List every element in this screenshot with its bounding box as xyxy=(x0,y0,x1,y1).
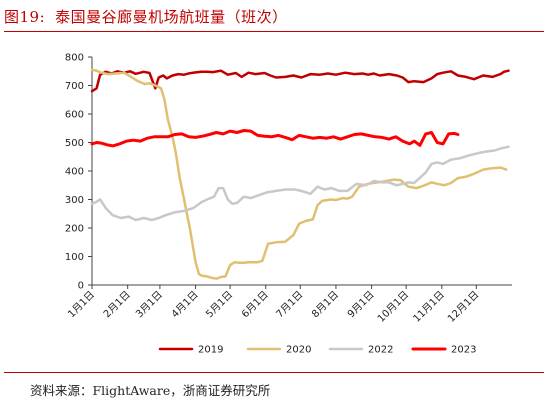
x-tick-label: 5月1日 xyxy=(204,289,236,321)
x-tick-label: 3月1日 xyxy=(133,289,165,321)
x-tick-label: 6月1日 xyxy=(239,289,271,321)
legend-label-2022: 2022 xyxy=(368,345,393,356)
legend-label-2019: 2019 xyxy=(198,345,223,356)
figure-title-text: 泰国曼谷廊曼机场航班量（班次） xyxy=(55,8,288,26)
chart-series-lines xyxy=(90,68,510,280)
y-tick-label: 400 xyxy=(65,167,84,178)
x-tick-label: 12月1日 xyxy=(445,289,481,325)
flight-volume-chart: 1月1日 2月1日 3月1日 4月1日 5月1日 6月1日 7月1日 8月1日 9月1日 10月1… xyxy=(65,53,512,356)
x-tick-label: 11月1日 xyxy=(411,289,447,325)
legend-label-2020: 2020 xyxy=(286,345,311,356)
series-line-2019 xyxy=(90,69,510,93)
title-divider xyxy=(4,31,544,32)
x-tick-label: 8月1日 xyxy=(309,289,341,321)
y-tick-label: 200 xyxy=(65,224,84,235)
x-tick-label: 7月1日 xyxy=(274,289,306,321)
source-divider xyxy=(4,372,544,373)
source-note: 资料来源：FlightAware，浙商证券研究所 xyxy=(30,383,271,398)
figure-title: 图19: 泰国曼谷廊曼机场航班量（班次） xyxy=(4,6,288,27)
x-tick-label: 2月1日 xyxy=(101,289,133,321)
y-tick-label: 300 xyxy=(65,195,84,206)
y-tick-label: 0 xyxy=(78,281,84,292)
series-line-2023 xyxy=(90,129,460,148)
y-tick-label: 600 xyxy=(65,110,84,121)
series-line-2020 xyxy=(90,68,508,280)
x-tick-label: 4月1日 xyxy=(169,289,201,321)
x-axis-labels: 1月1日 2月1日 3月1日 4月1日 5月1日 6月1日 7月1日 8月1日 9月1日 10月1… xyxy=(65,289,481,325)
x-tick-label: 9月1日 xyxy=(345,289,377,321)
chart-axes xyxy=(88,56,512,289)
y-tick-label: 700 xyxy=(65,81,84,92)
x-tick-label: 1月1日 xyxy=(65,289,97,321)
figure-number: 图19: xyxy=(4,8,46,26)
y-tick-label: 800 xyxy=(65,53,84,64)
x-tick-label: 10月1日 xyxy=(375,289,411,325)
y-tick-label: 100 xyxy=(65,252,84,263)
y-tick-label: 500 xyxy=(65,138,84,149)
legend-label-2023: 2023 xyxy=(451,345,476,356)
chart-legend: 2019 2020 2022 2023 xyxy=(158,345,476,356)
y-axis-labels: 0 100 200 300 400 500 600 700 800 xyxy=(65,53,84,292)
series-line-2022 xyxy=(90,145,510,222)
